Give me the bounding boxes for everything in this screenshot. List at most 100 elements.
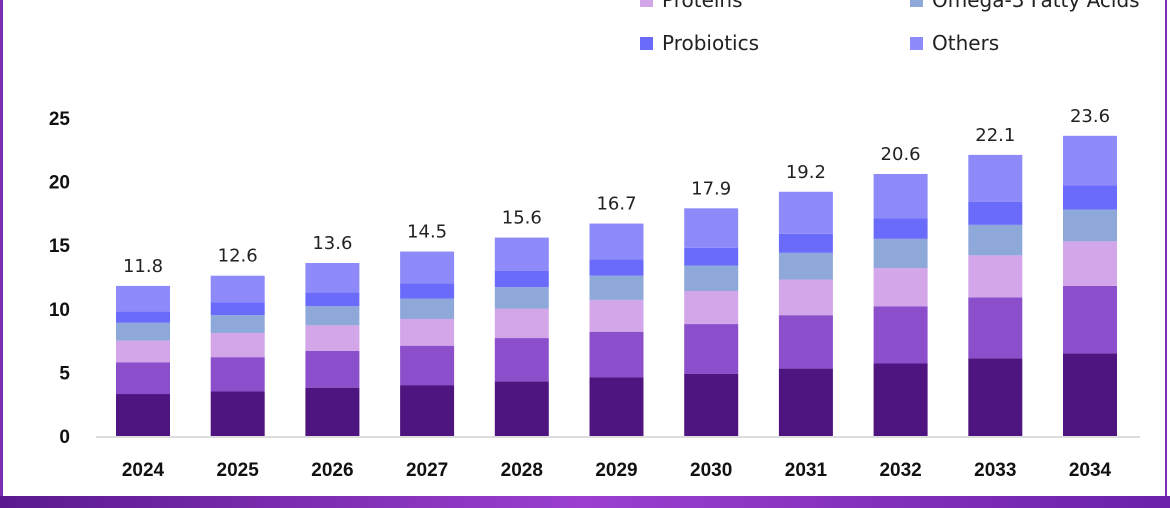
bar-segment-2031-5 — [778, 191, 833, 234]
bar-segment-2026-3 — [305, 306, 360, 326]
bar-segment-2032-5 — [873, 173, 928, 219]
bar-segment-2033-3 — [968, 224, 1023, 256]
bar-segment-2029-2 — [589, 299, 644, 332]
bar-segment-2025-2 — [210, 332, 265, 358]
bar-segment-2028-2 — [494, 308, 549, 339]
bar-segment-2027-1 — [400, 345, 455, 386]
legend-label: Others — [932, 31, 1000, 55]
bar-segment-2025-4 — [210, 302, 265, 316]
bar-segment-2027-4 — [400, 283, 455, 299]
bar-segment-2028-4 — [494, 270, 549, 288]
bar-segment-2034-1 — [1063, 285, 1117, 354]
legend-probiotics: Probiotics — [640, 31, 759, 55]
bar-segment-2025-1 — [210, 357, 265, 392]
bar-segment-2030-5 — [684, 208, 739, 248]
bar-segment-2033-2 — [968, 255, 1023, 298]
y-tick-label: 15 — [49, 236, 71, 257]
x-tick-label: 2031 — [785, 460, 828, 481]
bar-segment-2029-3 — [589, 275, 644, 300]
bar-segment-2024-1 — [116, 362, 170, 395]
total-label: 17.9 — [691, 178, 731, 199]
total-label: 14.5 — [407, 222, 447, 243]
bar-segment-2033-4 — [968, 201, 1023, 225]
y-tick-label: 0 — [59, 427, 70, 448]
bar-segment-2025-0 — [210, 391, 265, 436]
bar-segment-2030-4 — [684, 247, 739, 266]
total-label: 12.6 — [218, 246, 258, 267]
bar-segment-2027-2 — [400, 318, 455, 346]
legend-others: Others — [910, 31, 999, 55]
y-tick-label: 10 — [49, 300, 70, 321]
x-tick-label: 2024 — [122, 460, 165, 481]
bar-segment-2032-0 — [873, 363, 928, 436]
bar-segment-2026-0 — [305, 387, 360, 436]
legend-swatch — [910, 36, 923, 50]
bar-segment-2028-1 — [494, 338, 549, 382]
bar-segment-2024-2 — [116, 340, 170, 363]
frame-border-left — [0, 0, 3, 496]
bar-segment-2033-5 — [968, 154, 1023, 202]
legend-swatch — [910, 0, 923, 7]
total-label: 15.6 — [502, 208, 542, 229]
y-tick-label: 20 — [49, 173, 70, 194]
bar-segment-2032-4 — [873, 218, 928, 239]
legend-label: Omega-3 Fatty Acids — [932, 0, 1140, 12]
legend-swatch — [640, 36, 653, 50]
bar-segment-2030-0 — [684, 373, 739, 436]
total-label: 19.2 — [786, 162, 826, 183]
bar-segment-2027-0 — [400, 385, 455, 436]
x-tick-label: 2033 — [974, 460, 1016, 481]
y-tick-label: 25 — [49, 109, 71, 130]
y-tick-label: 5 — [59, 363, 70, 384]
bar-segment-2029-5 — [589, 223, 644, 260]
footer-band — [0, 496, 1170, 508]
bar-segment-2024-3 — [116, 322, 170, 341]
bar-segment-2032-2 — [873, 268, 928, 307]
bar-segment-2031-2 — [778, 279, 833, 316]
x-tick-label: 2028 — [501, 460, 543, 481]
bar-segment-2031-3 — [778, 252, 833, 280]
bar-segment-2034-0 — [1063, 353, 1117, 436]
bar-segment-2024-4 — [116, 311, 170, 323]
bar-segment-2026-5 — [305, 263, 360, 293]
legend-label: Probiotics — [662, 31, 760, 55]
bar-segment-2032-1 — [873, 306, 928, 364]
total-label: 13.6 — [312, 233, 352, 254]
bar-segment-2025-5 — [210, 275, 265, 303]
bar-segment-2028-5 — [494, 237, 549, 271]
bar-segment-2026-4 — [305, 292, 360, 307]
bar-segment-2030-2 — [684, 290, 739, 325]
x-tick-label: 2032 — [879, 460, 921, 481]
total-label: 11.8 — [123, 256, 163, 277]
total-label: 23.6 — [1070, 106, 1110, 127]
bar-segment-2031-0 — [778, 368, 833, 436]
bar-segment-2027-5 — [400, 251, 455, 284]
legend-label: Proteins — [662, 0, 743, 12]
x-tick-label: 2027 — [406, 460, 448, 481]
legend-swatch — [640, 0, 653, 7]
bar-segment-2024-5 — [116, 285, 170, 312]
x-tick-label: 2025 — [217, 460, 260, 481]
x-tick-label: 2034 — [1069, 460, 1112, 481]
bar-segment-2029-4 — [589, 259, 644, 276]
bar-segment-2029-1 — [589, 331, 644, 378]
bar-segment-2034-5 — [1063, 135, 1117, 186]
bar-segment-2028-3 — [494, 287, 549, 309]
total-label: 16.7 — [596, 194, 636, 215]
bar-segment-2026-2 — [305, 325, 360, 351]
frame-border-right — [1165, 0, 1167, 496]
total-label: 22.1 — [975, 125, 1015, 146]
bar-segment-2027-3 — [400, 298, 455, 319]
bar-segment-2031-4 — [778, 233, 833, 253]
bar-segment-2030-3 — [684, 265, 739, 291]
bar-segment-2033-1 — [968, 297, 1023, 359]
bar-segment-2026-1 — [305, 350, 360, 388]
bar-segment-2024-0 — [116, 394, 170, 436]
x-tick-label: 2026 — [311, 460, 353, 481]
legend-proteins: Proteins — [640, 0, 743, 12]
x-tick-label: 2030 — [690, 460, 732, 481]
total-label: 20.6 — [881, 144, 921, 165]
bar-segment-2025-3 — [210, 315, 265, 333]
bar-segment-2034-4 — [1063, 185, 1117, 210]
